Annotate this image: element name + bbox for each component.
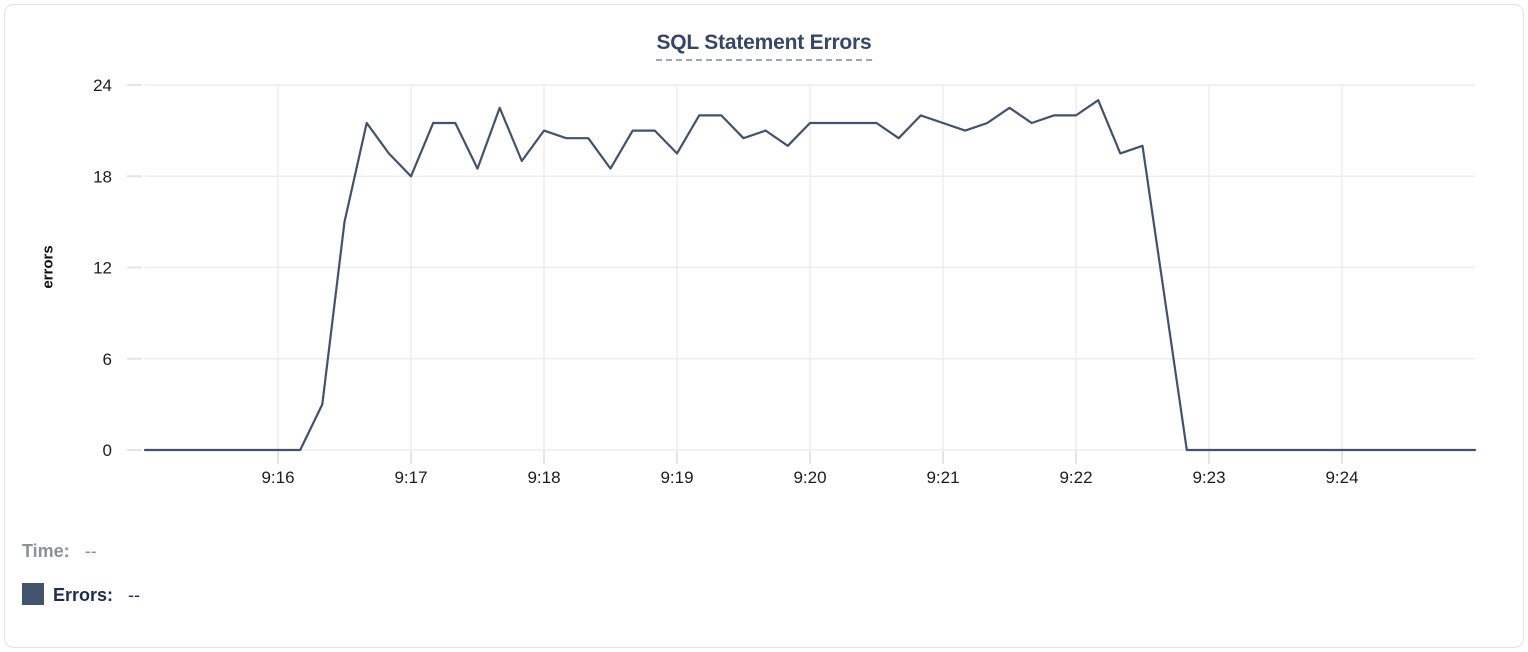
x-tick-label: 9:20 <box>793 468 826 487</box>
x-tick-label: 9:19 <box>660 468 693 487</box>
tooltip-errors-row: Errors: -- <box>22 583 140 606</box>
tooltip-time-row: Time: -- <box>22 541 97 562</box>
y-tick-label: 24 <box>93 76 112 95</box>
tooltip-time-value: -- <box>84 541 97 561</box>
errors-legend-swatch <box>22 583 44 605</box>
x-tick-label: 9:24 <box>1325 468 1358 487</box>
y-tick-label: 0 <box>103 441 112 460</box>
x-tick-label: 9:23 <box>1192 468 1225 487</box>
errors-series-line <box>143 99 1477 452</box>
tooltip-errors-value: -- <box>128 585 141 605</box>
y-tick-label: 12 <box>93 259 112 278</box>
chart-title-row: SQL Statement Errors <box>0 31 1528 61</box>
x-tick-label: 9:18 <box>527 468 560 487</box>
x-tick-label: 9:16 <box>261 468 294 487</box>
chart-title[interactable]: SQL Statement Errors <box>656 31 872 61</box>
tooltip-time-label: Time: <box>22 541 70 561</box>
x-tick-label: 9:17 <box>394 468 427 487</box>
x-tick-label: 9:21 <box>926 468 959 487</box>
y-tick-label: 18 <box>93 167 112 186</box>
y-tick-label: 6 <box>103 350 112 369</box>
tooltip-errors-label: Errors: <box>53 585 114 605</box>
x-tick-label: 9:22 <box>1059 468 1092 487</box>
chart-card <box>4 4 1524 648</box>
